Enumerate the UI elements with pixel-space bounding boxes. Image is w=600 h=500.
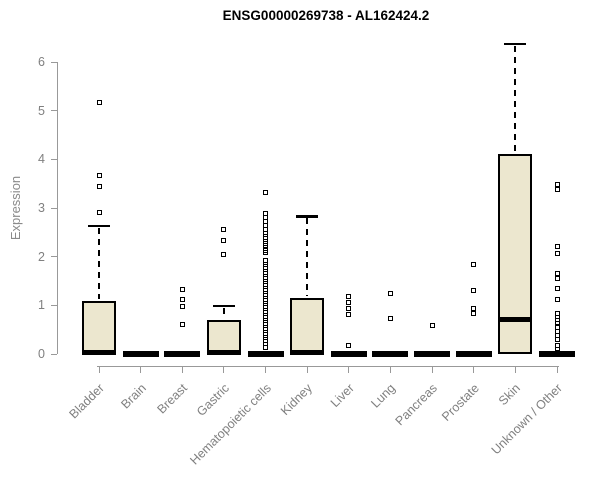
- y-axis-tick: [51, 256, 57, 258]
- outlier-point: [554, 310, 560, 316]
- x-axis-tick: [98, 366, 100, 373]
- zero-median-bar: [247, 351, 284, 357]
- outlier-point: [471, 288, 477, 294]
- outlier-point: [554, 187, 560, 193]
- outlier-point: [179, 304, 185, 310]
- x-axis-tick: [265, 366, 267, 373]
- y-axis-tick: [51, 353, 57, 355]
- zero-median-bar: [372, 351, 409, 357]
- outlier-point: [263, 210, 269, 216]
- y-axis-line: [56, 62, 58, 354]
- outlier-point: [263, 227, 269, 233]
- y-tick-label: 5: [38, 103, 45, 118]
- outlier-point: [221, 251, 227, 257]
- outlier-point: [554, 276, 560, 282]
- x-axis-tick: [514, 366, 516, 373]
- zero-median-bar: [414, 351, 451, 357]
- median-line: [290, 350, 325, 356]
- y-axis-tick: [51, 158, 57, 160]
- x-axis-tick: [223, 366, 225, 373]
- whisker-line: [98, 227, 100, 300]
- y-tick-label: 4: [38, 152, 45, 167]
- outlier-point: [429, 323, 435, 329]
- whisker-cap: [88, 224, 110, 228]
- boxplot-box: [82, 301, 116, 354]
- boxplot-box: [206, 319, 241, 354]
- outlier-point: [96, 172, 102, 178]
- x-axis-line: [97, 366, 560, 367]
- y-axis-tick: [51, 304, 57, 306]
- y-axis-tick: [51, 207, 57, 209]
- y-axis-tick: [51, 110, 57, 112]
- outlier-point: [221, 237, 227, 243]
- outlier-point: [554, 250, 560, 256]
- y-tick-label: 3: [38, 201, 45, 216]
- outlier-point: [346, 342, 352, 348]
- whisker-cap: [296, 215, 319, 218]
- outlier-point: [263, 215, 269, 221]
- x-axis-tick: [389, 366, 391, 373]
- outlier-point: [96, 99, 102, 105]
- x-axis-tick: [306, 366, 308, 373]
- outlier-point: [346, 306, 352, 312]
- zero-median-bar: [455, 351, 492, 357]
- x-axis-tick: [431, 366, 433, 373]
- median-line: [206, 350, 241, 356]
- boxplot-box: [498, 153, 533, 354]
- outlier-point: [387, 315, 393, 321]
- outlier-point: [554, 297, 560, 303]
- y-tick-label: 1: [38, 298, 45, 313]
- whisker-line: [222, 307, 225, 318]
- outlier-point: [346, 311, 352, 317]
- outlier-point: [346, 294, 352, 300]
- outlier-point: [554, 285, 560, 291]
- outlier-point: [471, 310, 477, 316]
- outlier-point: [554, 342, 560, 348]
- x-axis-tick: [140, 366, 142, 373]
- y-axis-tick: [51, 61, 57, 63]
- outlier-point: [554, 324, 560, 330]
- outlier-point: [554, 329, 560, 335]
- outlier-point: [179, 296, 185, 302]
- outlier-point: [471, 262, 477, 268]
- outlier-point: [221, 227, 227, 233]
- zero-median-bar: [122, 351, 159, 357]
- median-line: [82, 349, 116, 355]
- outlier-point: [96, 209, 102, 215]
- boxplot-box: [290, 297, 325, 354]
- outlier-point: [96, 183, 102, 189]
- outlier-point: [263, 189, 269, 195]
- outlier-point: [179, 287, 185, 293]
- median-line: [498, 317, 533, 323]
- outlier-point: [554, 337, 560, 343]
- whisker-cap: [504, 42, 527, 46]
- whisker-line: [306, 218, 309, 296]
- outlier-point: [554, 244, 560, 250]
- outlier-point: [387, 290, 393, 296]
- whisker-line: [514, 45, 517, 152]
- zero-median-bar: [539, 351, 576, 357]
- outlier-point: [554, 270, 560, 276]
- y-tick-label: 6: [38, 55, 45, 70]
- outlier-point: [346, 300, 352, 306]
- outlier-point: [554, 181, 560, 187]
- outlier-point: [263, 257, 269, 263]
- whisker-cap: [212, 304, 235, 308]
- y-tick-label: 0: [38, 347, 45, 361]
- zero-median-bar: [164, 351, 201, 357]
- x-axis-tick: [556, 366, 558, 373]
- chart-title: ENSG00000269738 - AL162424.2: [222, 8, 430, 23]
- x-axis-tick: [181, 366, 183, 373]
- y-tick-label: 2: [38, 249, 45, 264]
- outlier-point: [179, 322, 185, 328]
- outlier-point: [471, 305, 477, 311]
- zero-median-bar: [330, 351, 367, 357]
- x-axis-tick: [473, 366, 475, 373]
- x-axis-tick: [348, 366, 350, 373]
